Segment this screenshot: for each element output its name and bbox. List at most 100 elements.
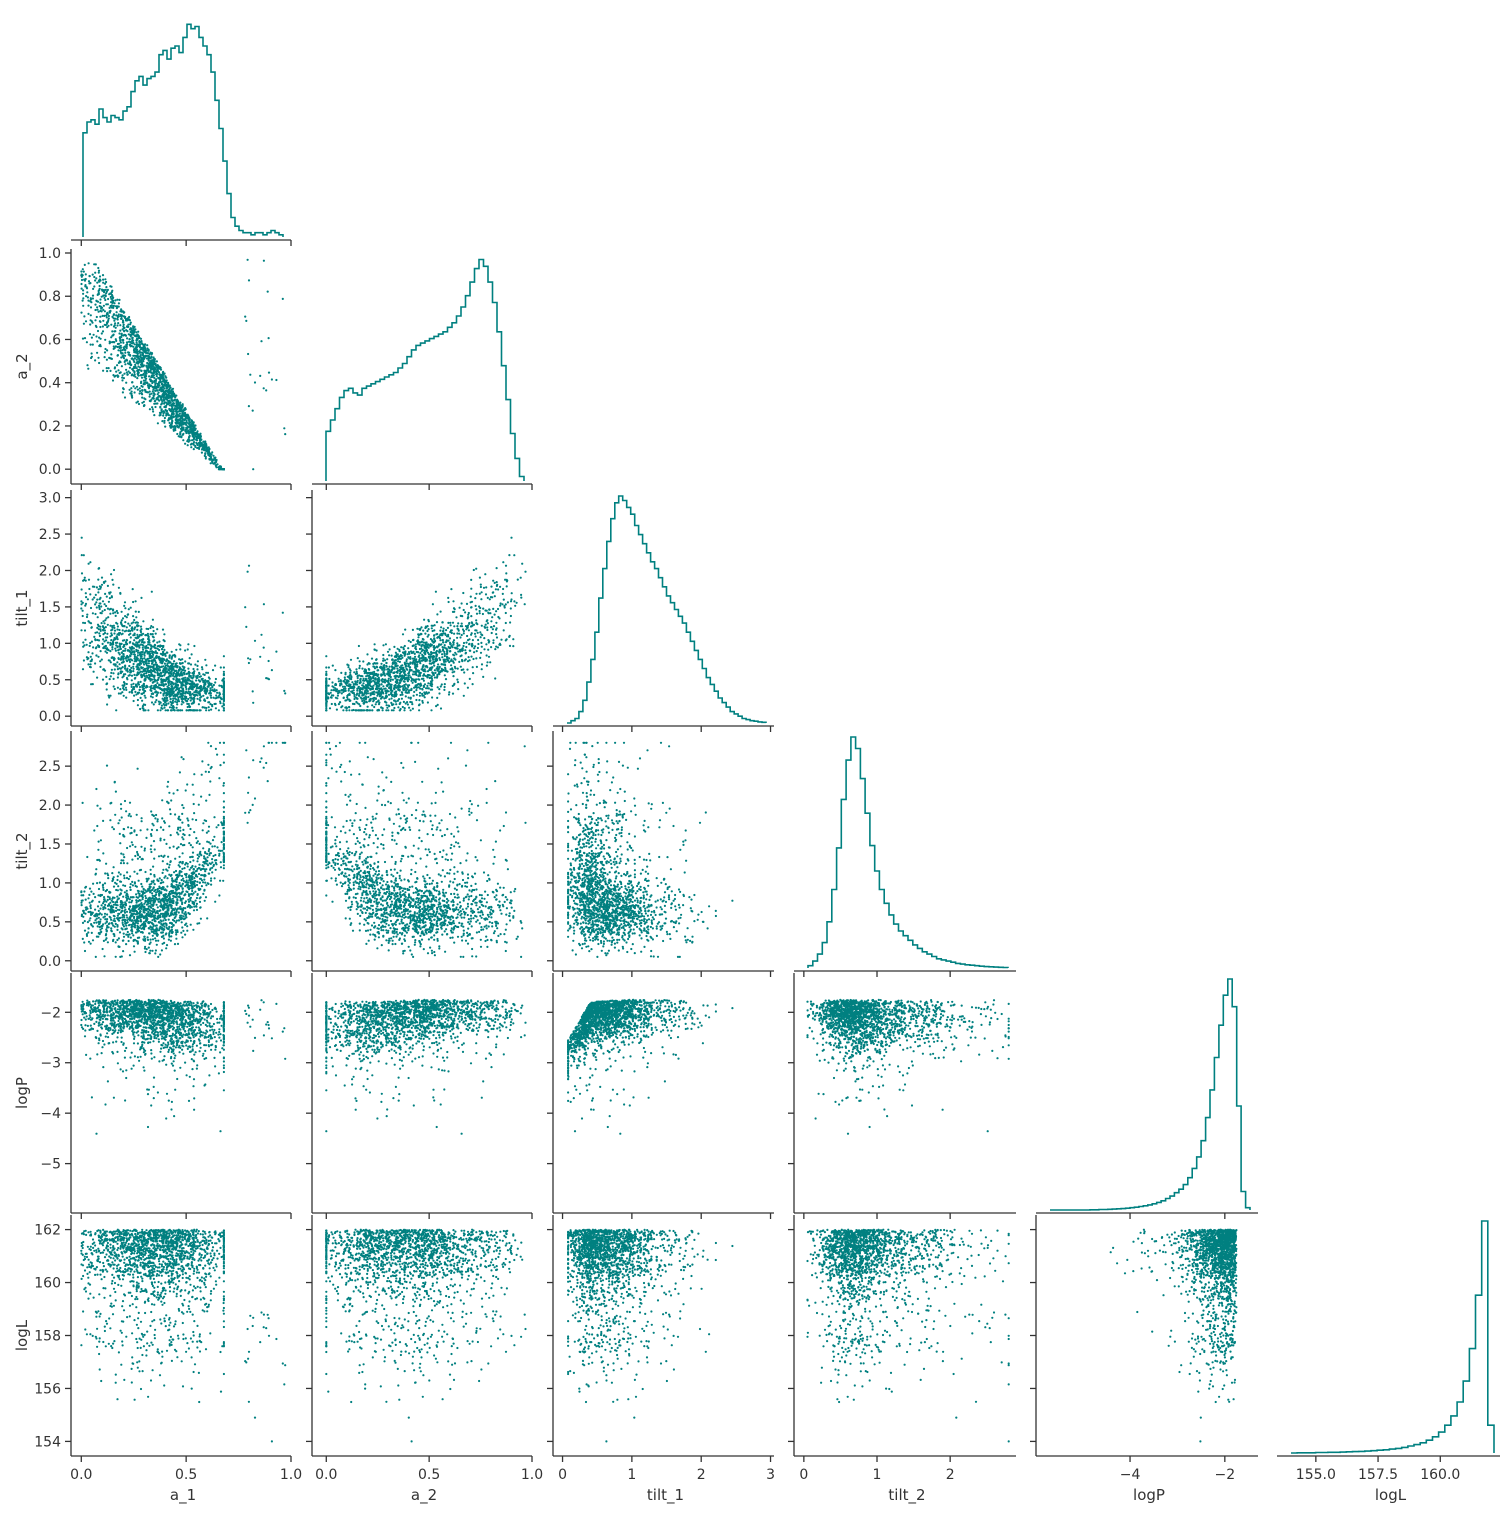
scatter-point bbox=[114, 374, 117, 377]
scatter-point bbox=[421, 643, 424, 646]
scatter-point bbox=[143, 349, 146, 352]
scatter-point bbox=[490, 646, 493, 649]
scatter-point bbox=[84, 602, 88, 606]
scatter-point bbox=[143, 663, 146, 666]
scatter-point bbox=[436, 696, 439, 700]
scatter-point bbox=[192, 427, 195, 430]
scatter-point bbox=[128, 360, 131, 363]
scatter-point bbox=[361, 684, 364, 687]
scatter-point bbox=[89, 561, 92, 564]
scatter-point bbox=[142, 344, 145, 347]
scatter-point bbox=[106, 607, 109, 610]
scatter-point bbox=[178, 412, 181, 415]
scatter-point bbox=[253, 639, 257, 642]
scatter-point bbox=[415, 689, 418, 692]
scatter-point bbox=[130, 387, 133, 390]
scatter-point bbox=[126, 613, 129, 616]
scatter-point bbox=[102, 581, 105, 584]
scatter-point bbox=[173, 660, 176, 663]
scatter-point bbox=[80, 588, 83, 591]
scatter-point bbox=[441, 639, 444, 642]
scatter-point bbox=[171, 705, 175, 709]
scatter-point bbox=[99, 301, 102, 304]
scatter-point bbox=[125, 381, 128, 384]
scatter-point bbox=[123, 601, 127, 604]
scatter-point bbox=[472, 568, 475, 572]
scatter-point bbox=[125, 688, 128, 692]
scatter-point bbox=[476, 646, 479, 650]
scatter-point bbox=[124, 349, 127, 352]
scatter-point bbox=[184, 678, 187, 682]
scatter-point bbox=[172, 410, 175, 413]
scatter-point bbox=[447, 600, 450, 604]
scatter-point bbox=[93, 596, 96, 599]
scatter-point bbox=[478, 612, 481, 615]
scatter-point bbox=[100, 583, 104, 586]
scatter-point bbox=[181, 413, 184, 416]
scatter-point bbox=[443, 688, 446, 692]
scatter-point bbox=[355, 668, 358, 671]
scatter-point bbox=[414, 645, 417, 648]
scatter-point bbox=[204, 443, 208, 446]
scatter-point bbox=[141, 389, 144, 392]
scatter-point bbox=[140, 356, 143, 359]
scatter-point bbox=[198, 439, 201, 442]
scatter-point bbox=[132, 699, 135, 703]
scatter-point bbox=[112, 568, 116, 572]
scatter-point bbox=[207, 709, 211, 712]
scatter-point bbox=[97, 578, 100, 581]
scatter-point bbox=[148, 375, 151, 378]
scatter-point bbox=[513, 554, 516, 557]
scatter-point bbox=[472, 672, 475, 675]
scatter-point bbox=[451, 692, 455, 695]
scatter-point bbox=[87, 280, 91, 283]
scatter-point bbox=[402, 700, 405, 704]
scatter-point bbox=[411, 681, 414, 684]
scatter-point bbox=[176, 699, 180, 702]
scatter-point bbox=[205, 709, 208, 712]
scatter-point bbox=[136, 621, 139, 624]
scatter-point bbox=[183, 695, 187, 698]
scatter-point bbox=[335, 708, 338, 711]
scatter-point bbox=[160, 672, 163, 675]
scatter-point bbox=[121, 354, 124, 357]
scatter-point bbox=[204, 692, 208, 695]
scatter-point bbox=[138, 688, 141, 692]
scatter-point bbox=[361, 667, 364, 670]
scatter-point bbox=[155, 651, 158, 655]
scatter-point bbox=[130, 363, 133, 366]
scatter-point bbox=[484, 623, 487, 626]
scatter-point bbox=[95, 315, 98, 319]
scatter-point bbox=[472, 623, 476, 626]
y-tick-label: 0.0 bbox=[39, 709, 61, 725]
scatter-point bbox=[142, 373, 145, 376]
scatter-point bbox=[135, 693, 138, 696]
scatter-point bbox=[126, 343, 129, 346]
scatter-point bbox=[136, 704, 139, 707]
scatter-point bbox=[83, 263, 86, 266]
scatter-point bbox=[355, 700, 358, 704]
scatter-point bbox=[150, 671, 153, 674]
scatter-point bbox=[120, 610, 123, 613]
scatter-point bbox=[157, 644, 160, 648]
scatter-point bbox=[130, 629, 133, 632]
scatter-point bbox=[113, 341, 116, 344]
scatter-point bbox=[376, 709, 379, 712]
scatter-point bbox=[187, 440, 190, 443]
scatter-point bbox=[222, 655, 225, 658]
scatter-point bbox=[246, 570, 249, 573]
scatter-point bbox=[128, 353, 132, 357]
scatter-point bbox=[161, 373, 165, 376]
scatter-point bbox=[152, 653, 155, 657]
scatter-point bbox=[142, 358, 145, 361]
scatter-point bbox=[281, 297, 284, 300]
scatter-point bbox=[366, 653, 369, 656]
scatter-point bbox=[105, 675, 108, 679]
scatter-point bbox=[186, 699, 189, 703]
scatter-point bbox=[491, 628, 494, 631]
scatter-point bbox=[181, 658, 184, 661]
scatter-point bbox=[182, 432, 185, 435]
scatter-point bbox=[119, 339, 122, 342]
scatter-point bbox=[334, 683, 337, 686]
scatter-point bbox=[462, 641, 466, 645]
